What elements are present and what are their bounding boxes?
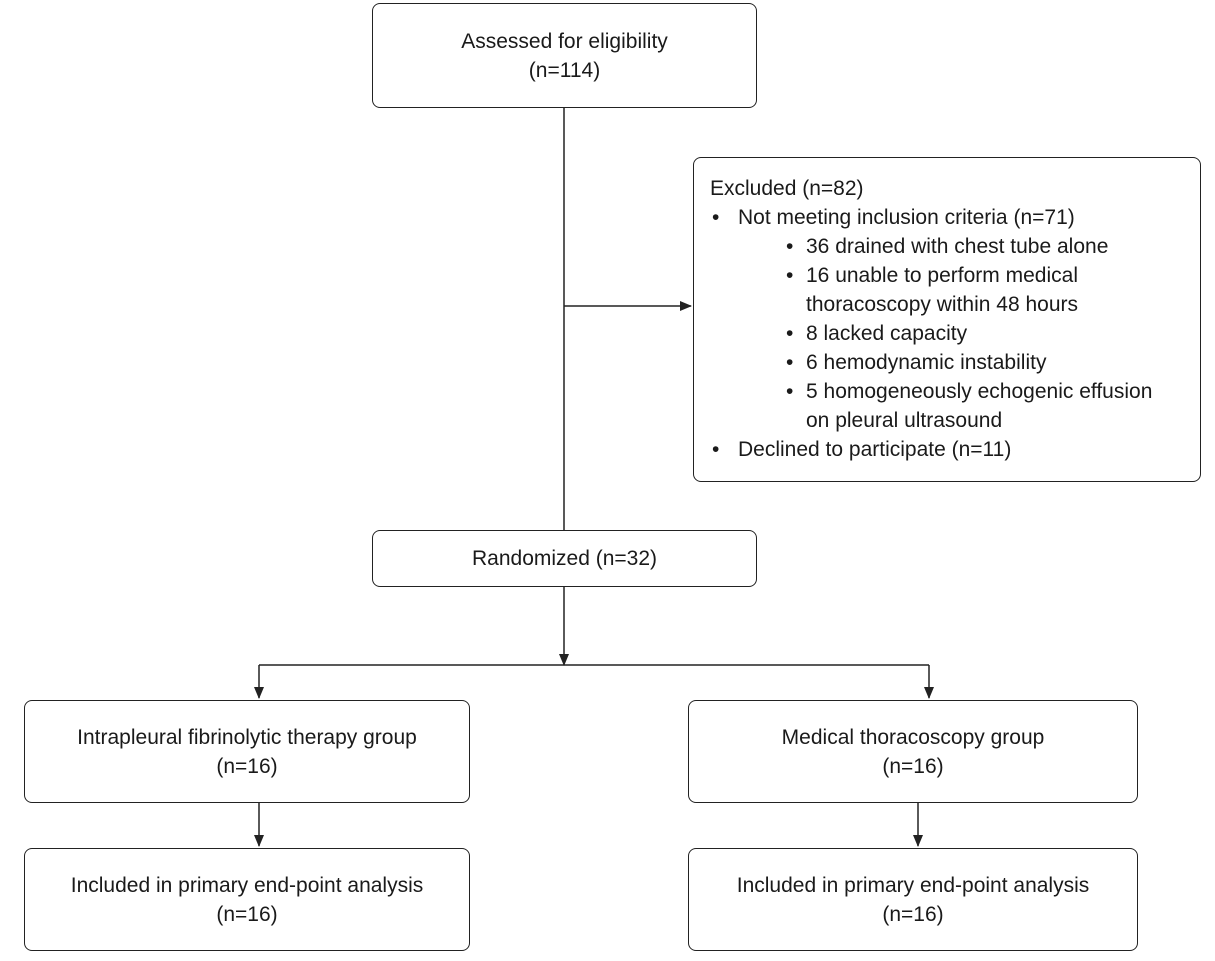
excluded-subreason-text: 5 homogeneously echogenic effusion xyxy=(806,380,1153,403)
excluded-subreason-text-cont: on pleural ultrasound xyxy=(806,409,1003,432)
bullet-icon: • xyxy=(786,264,794,287)
excluded-reason-label: Not meeting inclusion criteria (n=71) xyxy=(738,206,1075,229)
bullet-icon: • xyxy=(712,206,720,229)
mt-group-count: (n=16) xyxy=(882,754,944,778)
excluded-subreason-item: • 8 lacked capacity xyxy=(738,319,1152,348)
bullet-icon: • xyxy=(786,351,794,374)
ift-group-box: Intrapleural fibrinolytic therapy group … xyxy=(24,700,470,803)
ift-group-count: (n=16) xyxy=(216,754,278,778)
excluded-reason-item: • Not meeting inclusion criteria (n=71) … xyxy=(710,203,1152,435)
excluded-subreason-text: 8 lacked capacity xyxy=(806,322,968,345)
assessed-count: (n=114) xyxy=(528,58,601,82)
excluded-subreason-item: • 5 homogeneously echogenic effusion on … xyxy=(738,377,1152,435)
bullet-icon: • xyxy=(786,380,794,403)
mt-group-box: Medical thoracoscopy group (n=16) xyxy=(688,700,1138,803)
excluded-reason-item: • Declined to participate (n=11) xyxy=(710,435,1152,464)
bullet-icon: • xyxy=(786,235,794,258)
mt-group-label: Medical thoracoscopy group xyxy=(781,725,1045,749)
mt-analysis-box: Included in primary end-point analysis (… xyxy=(688,848,1138,951)
excluded-subreason-text-cont: thoracoscopy within 48 hours xyxy=(806,293,1078,316)
excluded-subreason-text: 36 drained with chest tube alone xyxy=(806,235,1109,258)
bullet-icon: • xyxy=(712,438,720,461)
excluded-subreason-text: 16 unable to perform medical xyxy=(806,264,1078,287)
excluded-reason-label: Declined to participate (n=11) xyxy=(738,438,1012,461)
excluded-subreason-item: • 36 drained with chest tube alone xyxy=(738,232,1152,261)
bullet-icon: • xyxy=(786,322,794,345)
assessed-box: Assessed for eligibility (n=114) xyxy=(372,3,757,108)
randomized-box: Randomized (n=32) xyxy=(372,530,757,587)
excluded-subreason-item: • 6 hemodynamic instability xyxy=(738,348,1152,377)
excluded-subreason-item: • 16 unable to perform medical thoracosc… xyxy=(738,261,1152,319)
ift-analysis-label: Included in primary end-point analysis xyxy=(70,873,424,897)
excluded-subreason-text: 6 hemodynamic instability xyxy=(806,351,1047,374)
excluded-subreasons-list: • 36 drained with chest tube alone • 16 … xyxy=(738,232,1152,435)
ift-group-label: Intrapleural fibrinolytic therapy group xyxy=(77,725,417,749)
mt-analysis-label: Included in primary end-point analysis xyxy=(736,873,1090,897)
excluded-title: Excluded (n=82) xyxy=(710,177,864,200)
ift-analysis-box: Included in primary end-point analysis (… xyxy=(24,848,470,951)
ift-analysis-count: (n=16) xyxy=(216,902,278,926)
excluded-reasons-list: • Not meeting inclusion criteria (n=71) … xyxy=(710,203,1152,464)
assessed-label: Assessed for eligibility xyxy=(461,29,668,53)
excluded-box: Excluded (n=82) • Not meeting inclusion … xyxy=(693,157,1201,482)
randomized-label: Randomized (n=32) xyxy=(471,547,658,570)
mt-analysis-count: (n=16) xyxy=(882,902,944,926)
